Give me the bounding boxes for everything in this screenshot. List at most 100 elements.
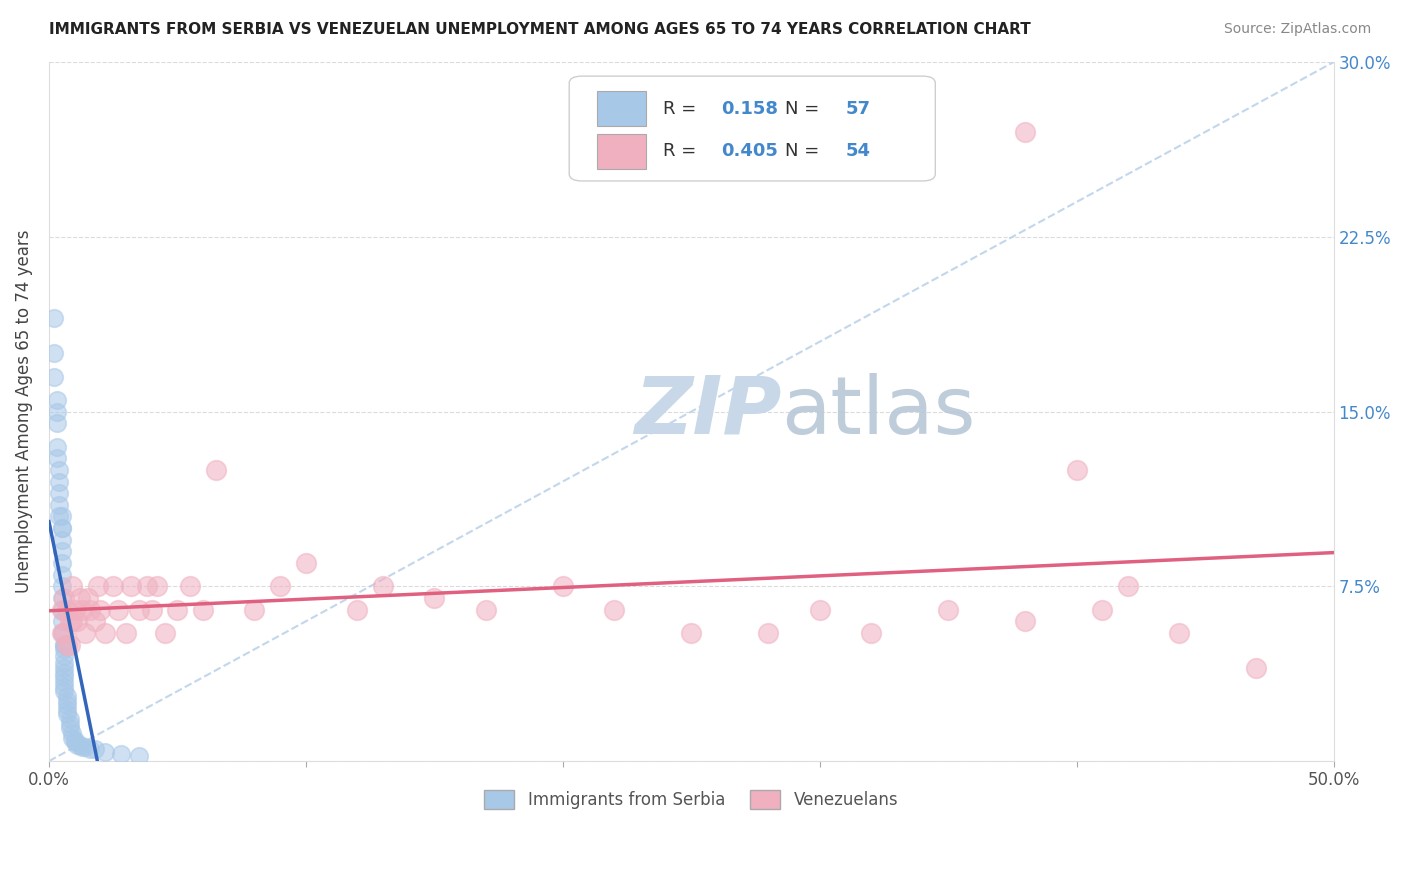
Point	[72, 602, 94, 616]
Text: N =: N =	[785, 142, 825, 161]
Point	[42, 369, 65, 384]
Point	[128, 602, 150, 616]
Point	[45, 392, 67, 407]
Point	[135, 579, 157, 593]
Point	[51, 615, 73, 629]
Point	[63, 735, 86, 749]
Point	[45, 417, 67, 431]
Point	[1091, 602, 1114, 616]
Point	[1014, 125, 1036, 139]
Point	[1168, 626, 1191, 640]
Point	[72, 740, 94, 755]
Point	[79, 742, 101, 756]
Point	[295, 556, 318, 570]
Text: N =: N =	[785, 100, 825, 118]
Point	[89, 602, 111, 616]
Point	[73, 740, 96, 755]
Point	[48, 463, 70, 477]
Bar	[598, 134, 647, 169]
Point	[63, 733, 86, 747]
Y-axis label: Unemployment Among Ages 65 to 74 years: Unemployment Among Ages 65 to 74 years	[15, 230, 32, 593]
Text: R =: R =	[664, 100, 702, 118]
Point	[346, 602, 368, 616]
Point	[51, 556, 73, 570]
Point	[56, 693, 79, 707]
Point	[603, 602, 626, 616]
Point	[58, 615, 80, 629]
Point	[48, 509, 70, 524]
Point	[1116, 579, 1139, 593]
Point	[94, 745, 117, 759]
Point	[53, 665, 76, 680]
Point	[51, 579, 73, 593]
Point	[60, 731, 83, 745]
Point	[48, 498, 70, 512]
Point	[63, 602, 86, 616]
Text: IMMIGRANTS FROM SERBIA VS VENEZUELAN UNEMPLOYMENT AMONG AGES 65 TO 74 YEARS CORR: IMMIGRANTS FROM SERBIA VS VENEZUELAN UNE…	[49, 22, 1031, 37]
Point	[243, 602, 266, 616]
Point	[56, 707, 79, 722]
Point	[371, 579, 394, 593]
Point	[53, 674, 76, 689]
Point	[179, 579, 201, 593]
Point	[94, 626, 117, 640]
Point	[51, 533, 73, 547]
Point	[681, 626, 703, 640]
Point	[56, 703, 79, 717]
Point	[45, 404, 67, 418]
Point	[45, 440, 67, 454]
Point	[51, 521, 73, 535]
Point	[166, 602, 188, 616]
Point	[58, 638, 80, 652]
Point	[153, 626, 176, 640]
Point	[56, 698, 79, 713]
Point	[56, 602, 79, 616]
Text: R =: R =	[664, 142, 702, 161]
Point	[66, 615, 89, 629]
Point	[87, 579, 110, 593]
Point	[53, 638, 76, 652]
Point	[53, 670, 76, 684]
Text: 57: 57	[845, 100, 870, 118]
Point	[42, 346, 65, 360]
Point	[60, 726, 83, 740]
Point	[1246, 661, 1268, 675]
Point	[423, 591, 446, 605]
Point	[53, 684, 76, 698]
Point	[53, 591, 76, 605]
FancyBboxPatch shape	[569, 76, 935, 181]
Point	[66, 738, 89, 752]
Point	[936, 602, 959, 616]
Point	[42, 311, 65, 326]
Point	[551, 579, 574, 593]
Point	[146, 579, 169, 593]
Bar	[598, 91, 647, 126]
Point	[84, 615, 107, 629]
Point	[115, 626, 138, 640]
Point	[73, 626, 96, 640]
Point	[474, 602, 496, 616]
Point	[58, 716, 80, 731]
Point	[79, 602, 101, 616]
Point	[69, 591, 91, 605]
Point	[141, 602, 163, 616]
Point	[53, 626, 76, 640]
Point	[860, 626, 883, 640]
Text: 0.405: 0.405	[721, 142, 778, 161]
Point	[51, 509, 73, 524]
Point	[51, 591, 73, 605]
Point	[756, 626, 779, 640]
Point	[53, 661, 76, 675]
Point	[1014, 615, 1036, 629]
Point	[58, 712, 80, 726]
Point	[120, 579, 142, 593]
Point	[60, 579, 83, 593]
Point	[60, 615, 83, 629]
Point	[128, 749, 150, 764]
Point	[48, 486, 70, 500]
Point	[53, 680, 76, 694]
Text: Source: ZipAtlas.com: Source: ZipAtlas.com	[1223, 22, 1371, 37]
Point	[107, 602, 129, 616]
Point	[51, 544, 73, 558]
Text: atlas: atlas	[782, 373, 976, 450]
